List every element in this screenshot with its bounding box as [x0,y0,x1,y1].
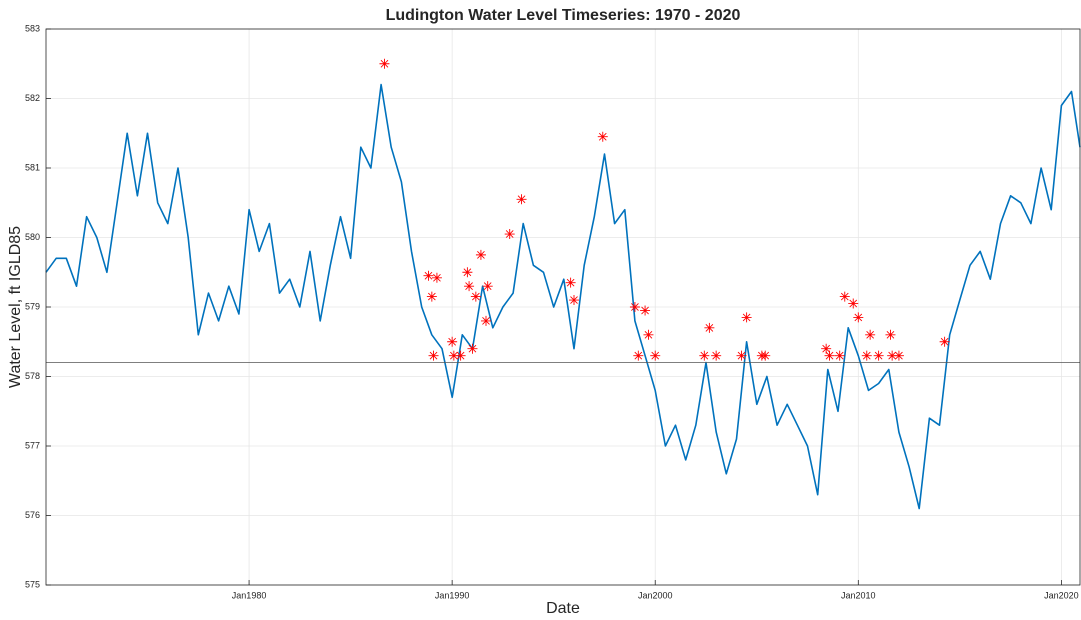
y-tick-label: 576 [25,510,40,520]
marker [756,350,767,361]
marker [939,336,950,347]
marker [504,229,515,240]
marker [481,315,491,326]
marker [462,267,473,278]
marker [861,350,872,361]
marker [853,312,864,323]
marker [455,350,466,361]
x-tick-label: Jan1980 [232,590,267,600]
x-tick-label: Jan2010 [841,590,876,600]
water-level-line [45,83,1081,510]
marker [893,350,904,361]
marker [736,350,747,361]
marker [565,277,576,288]
marker [470,291,481,302]
y-tick-label: 580 [25,232,40,242]
marker [839,291,850,302]
marker [824,350,835,361]
y-tick-label: 577 [25,440,40,450]
x-axis-label: Date [546,600,580,617]
y-tick-label: 581 [25,162,40,172]
marker [834,350,845,361]
chart-title: Ludington Water Level Timeseries: 1970 -… [386,7,741,24]
marker [569,295,579,306]
marker [873,350,884,361]
marker [848,298,859,309]
marker [428,350,439,361]
marker [699,350,710,361]
marker [711,350,722,361]
marker [447,336,458,347]
marker [704,322,715,333]
marker [597,131,608,142]
marker [379,58,390,69]
marker [741,312,752,323]
marker [885,329,896,340]
marker [887,350,898,361]
marker [643,329,654,340]
marker [629,302,640,312]
x-tick-label: Jan2020 [1044,590,1079,600]
marker [448,350,459,361]
marker [426,291,437,302]
marker [633,350,644,361]
marker [464,281,475,292]
y-tick-label: 578 [25,371,40,381]
marker [431,272,442,283]
x-tick-label: Jan2000 [638,590,673,600]
marks [45,58,1081,510]
y-tick-label: 575 [25,579,40,589]
y-axis-label: Water Level, ft IGLD85 [7,226,24,388]
y-tick-label: 579 [25,301,40,311]
marker [423,270,434,281]
marker [865,329,876,340]
marker [475,249,486,260]
y-tick-label: 582 [25,93,40,103]
marker [821,343,832,354]
marker [467,343,478,354]
marker [650,350,661,361]
y-tick-label: 583 [25,23,40,33]
x-tick-label: Jan1990 [435,590,470,600]
marker [482,281,493,292]
marker [640,305,651,316]
marker [516,194,527,205]
